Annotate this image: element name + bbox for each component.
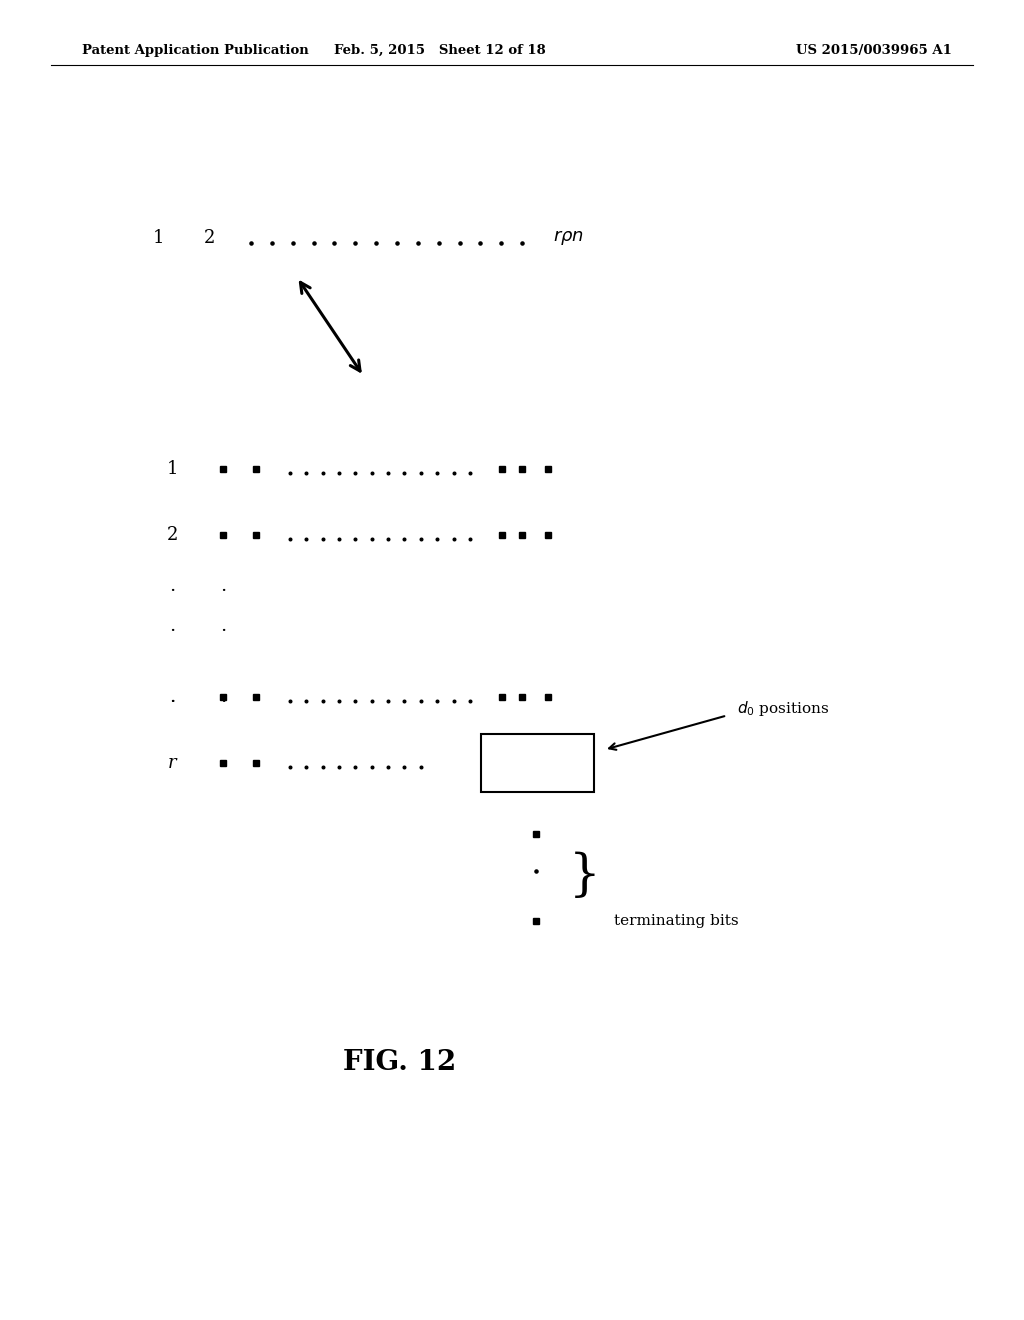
Text: $r\rho n$: $r\rho n$ — [553, 228, 584, 247]
Text: r: r — [168, 754, 176, 772]
Text: terminating bits: terminating bits — [614, 915, 739, 928]
Text: 2: 2 — [204, 228, 216, 247]
Text: .: . — [220, 616, 226, 635]
Text: .: . — [169, 616, 175, 635]
Text: US 2015/0039965 A1: US 2015/0039965 A1 — [797, 44, 952, 57]
Text: 2: 2 — [166, 525, 178, 544]
Text: .: . — [220, 577, 226, 595]
Text: FIG. 12: FIG. 12 — [343, 1049, 456, 1076]
Text: Patent Application Publication: Patent Application Publication — [82, 44, 308, 57]
Text: 1: 1 — [153, 228, 165, 247]
Text: }: } — [568, 851, 600, 902]
Text: 1: 1 — [166, 459, 178, 478]
Text: Feb. 5, 2015   Sheet 12 of 18: Feb. 5, 2015 Sheet 12 of 18 — [335, 44, 546, 57]
Text: .: . — [169, 577, 175, 595]
Text: $d_0$ positions: $d_0$ positions — [737, 700, 829, 718]
Bar — [481, 734, 594, 792]
Text: .: . — [169, 688, 175, 706]
Text: .: . — [220, 688, 226, 706]
Text: .: . — [169, 688, 175, 706]
